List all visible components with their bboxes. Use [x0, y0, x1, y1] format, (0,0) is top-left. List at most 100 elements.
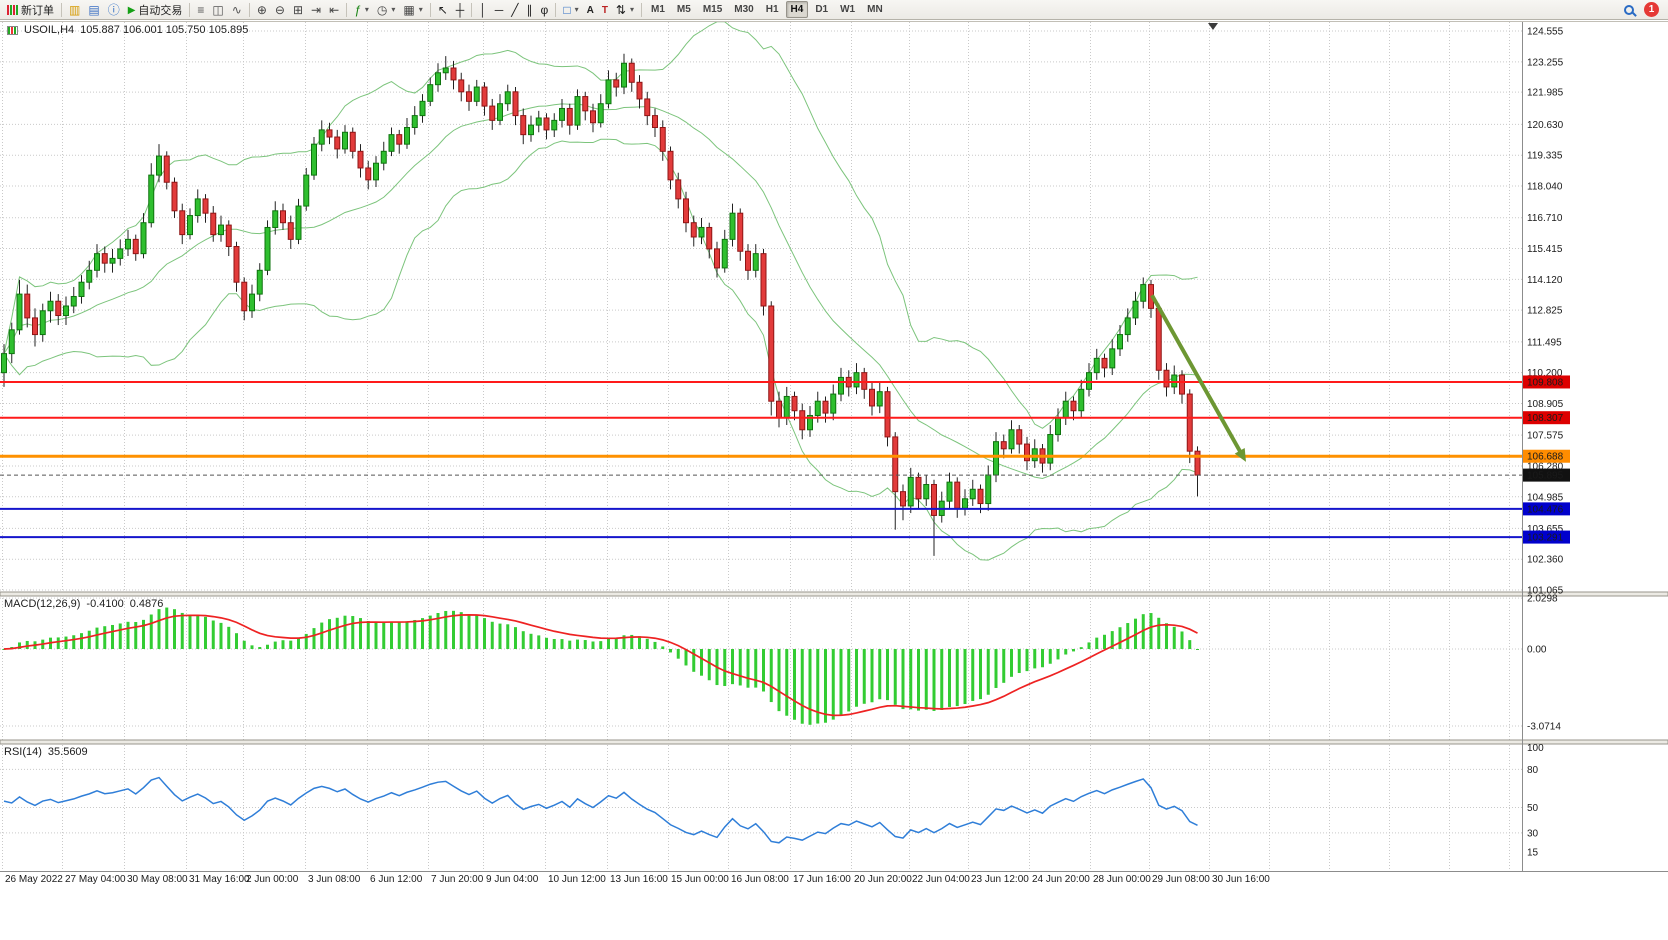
svg-text:106.688: 106.688 [1527, 452, 1564, 463]
bollinger-lower-band [3, 138, 1198, 561]
chart-shift-button[interactable] [325, 1, 343, 19]
vertical-line-button[interactable] [475, 1, 491, 19]
hline-icon [495, 4, 504, 16]
auto-scroll-button[interactable] [307, 1, 325, 19]
macd-panel-splitter[interactable] [0, 591, 1668, 597]
candlestick-chart-type-button[interactable] [208, 1, 227, 19]
candles-icon [212, 4, 223, 16]
indicators-button[interactable]: ▾ [350, 1, 373, 19]
zoom-out-icon [275, 4, 285, 16]
svg-text:10 Jun 12:00: 10 Jun 12:00 [548, 874, 606, 885]
svg-text:120.630: 120.630 [1527, 120, 1564, 131]
cursor-button[interactable] [434, 1, 452, 19]
bollinger-upper-band [3, 21, 1198, 429]
timeframe-h1-button[interactable]: H1 [765, 4, 779, 15]
bar-chart-type-button[interactable] [193, 1, 208, 19]
rsi-value: 35.5609 [47, 746, 88, 758]
timeframe-w1-button[interactable]: W1 [840, 4, 856, 15]
auto-trading-button[interactable]: 自动交易 [124, 1, 187, 19]
vline-icon [479, 4, 487, 16]
shapes-button[interactable]: ▾ [559, 1, 582, 19]
trendline-button[interactable] [507, 1, 522, 19]
toolbar-separator [61, 2, 62, 17]
price-scale[interactable]: 124.555 123.255 121.985 120.630 119.335 118.0… [1527, 26, 1564, 596]
timeframe-h4-button[interactable]: H4 [785, 1, 809, 18]
market-watch-button[interactable] [65, 1, 84, 19]
svg-text:104.476: 104.476 [1527, 504, 1564, 515]
chart-ohlc-values: 105.887 106.001 105.750 105.895 [80, 24, 249, 36]
data-window-button[interactable] [84, 1, 103, 19]
notification-badge[interactable]: 1 [1644, 2, 1659, 17]
svg-text:24 Jun 20:00: 24 Jun 20:00 [1032, 874, 1090, 885]
trend-arrow-line[interactable] [1150, 294, 1244, 456]
play-icon [128, 3, 136, 17]
templates-button[interactable]: ▾ [399, 1, 426, 19]
auto-scroll-icon [311, 4, 321, 16]
price-badges: 109.808 108.307 106.688 104.476 103.291 105.8… [1523, 375, 1570, 544]
zoom-out-button[interactable] [271, 1, 289, 19]
zoom-in-button[interactable] [253, 1, 271, 19]
svg-text:108.307: 108.307 [1527, 413, 1564, 424]
search-icon [1624, 4, 1634, 15]
timeframe-m5-button[interactable]: M5 [676, 4, 691, 15]
crosshair-button[interactable] [452, 1, 469, 19]
new-order-button[interactable]: 新订单 [3, 1, 58, 19]
blue-panel-icon [88, 4, 99, 16]
svg-text:110.200: 110.200 [1527, 368, 1563, 379]
text-label-button[interactable] [598, 1, 612, 19]
svg-text:105.895: 105.895 [1527, 471, 1564, 482]
indicators-icon [354, 4, 361, 16]
svg-text:20 Jun 20:00: 20 Jun 20:00 [854, 874, 912, 885]
svg-text:28 Jun 00:00: 28 Jun 00:00 [1093, 874, 1151, 885]
strategy-info-button[interactable] [104, 1, 124, 19]
fibonacci-button[interactable] [537, 1, 553, 19]
svg-text:114.120: 114.120 [1527, 275, 1563, 286]
svg-text:30 May 08:00: 30 May 08:00 [127, 874, 188, 885]
equidistant-channel-button[interactable] [523, 1, 537, 19]
svg-text:103.291: 103.291 [1527, 533, 1564, 544]
caret-down-icon: ▾ [391, 5, 396, 14]
svg-text:124.555: 124.555 [1527, 26, 1564, 37]
line-chart-icon [232, 4, 242, 16]
timeframe-d1-button[interactable]: D1 [815, 4, 829, 15]
rsi-scale[interactable]: 100 80 50 30 15 [1527, 743, 1544, 858]
svg-text:15 Jun 00:00: 15 Jun 00:00 [671, 874, 729, 885]
timeframe-m30-button[interactable]: M30 [734, 4, 754, 15]
horizontal-level-lines[interactable] [0, 380, 1522, 539]
timeframe-m1-button[interactable]: M1 [651, 4, 665, 15]
svg-text:0.00: 0.00 [1527, 645, 1547, 656]
rsi-panel-splitter[interactable] [0, 739, 1668, 745]
svg-text:2 Jun 00:00: 2 Jun 00:00 [246, 874, 299, 885]
timeframe-m15-button[interactable]: M15 [702, 4, 723, 15]
svg-text:100: 100 [1527, 743, 1544, 754]
tile-windows-button[interactable] [289, 1, 307, 19]
zoom-in-icon [257, 4, 267, 16]
periods-button[interactable]: ▾ [373, 1, 400, 19]
macd-main-value: -0.4100 [86, 598, 124, 610]
macd-scale[interactable]: 2.0298 0.00 -3.0714 [1527, 594, 1561, 733]
timeframe-mn-button[interactable]: MN [867, 4, 883, 15]
gold-chart-icon [69, 4, 80, 16]
toolbar-separator [346, 2, 348, 17]
svg-text:107.575: 107.575 [1527, 431, 1564, 442]
horizontal-line-button[interactable] [491, 1, 508, 19]
svg-text:119.335: 119.335 [1527, 151, 1563, 162]
arrow-tools-button[interactable]: ▾ [612, 1, 638, 19]
svg-text:15: 15 [1527, 847, 1539, 858]
time-axis[interactable]: 26 May 2022 27 May 04:00 30 May 08:00 31 Ma… [5, 874, 1270, 885]
svg-text:106.280: 106.280 [1527, 461, 1564, 472]
search-button[interactable] [1620, 1, 1638, 19]
text-button[interactable] [583, 1, 598, 19]
svg-text:2.0298: 2.0298 [1527, 594, 1558, 605]
text-icon [587, 3, 594, 17]
crosshair-icon [456, 4, 465, 16]
chart-symbol-label: USOIL,H4 [24, 24, 75, 36]
info-icon [108, 4, 120, 16]
trend-arrow-head [1234, 447, 1246, 462]
svg-text:109.808: 109.808 [1527, 377, 1564, 388]
line-chart-type-button[interactable] [228, 1, 246, 19]
svg-text:-3.0714: -3.0714 [1527, 722, 1561, 733]
main-toolbar: 新订单 自动交易 ▾ ▾ ▾ ▾ ▾ M1 M5 M15 M30 H1 H4 D1 W1 MN 1 [0, 0, 1668, 20]
chart-shift-marker[interactable] [1208, 23, 1218, 30]
